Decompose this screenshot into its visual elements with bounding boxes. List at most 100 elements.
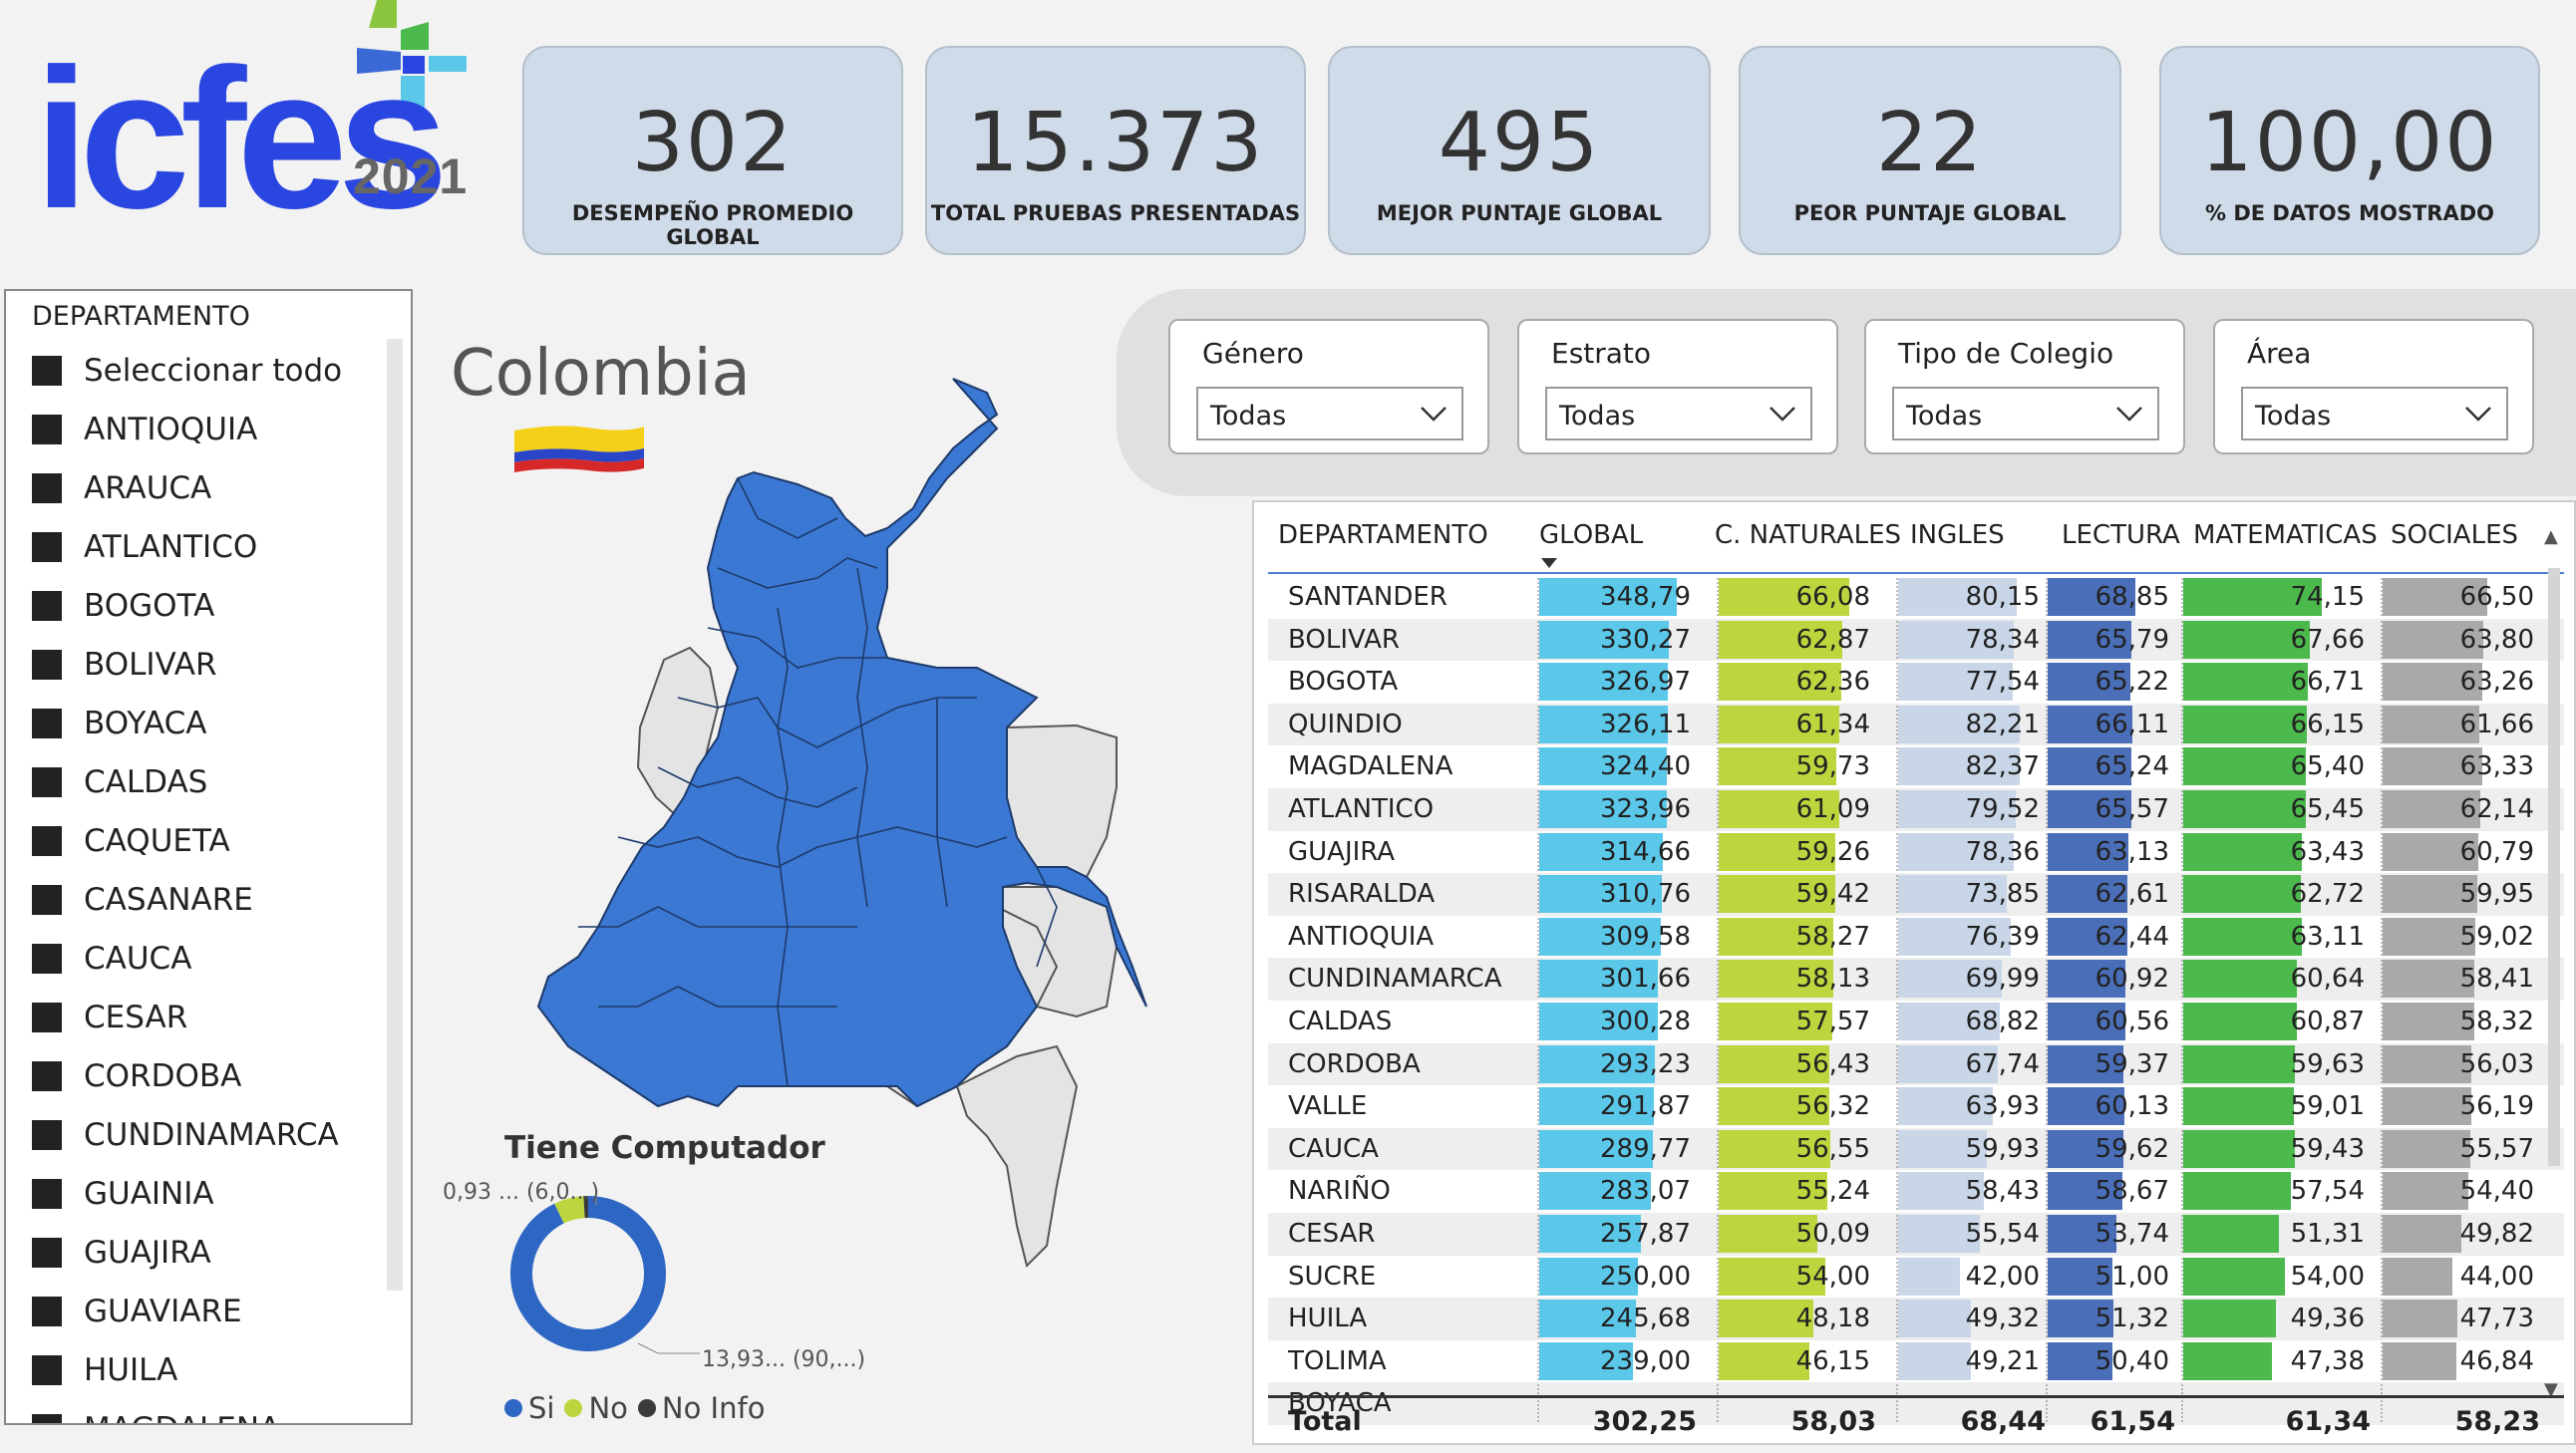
column-header-global[interactable]: GLOBAL [1539,520,1644,550]
checkbox-icon[interactable] [32,1002,62,1032]
table-row[interactable]: SANTANDER 348,79 66,08 80,15 68,85 74,15 66,50 [1268,576,2564,619]
table-row[interactable]: SUCRE 250,00 54,00 42,00 51,00 54,00 44,00 [1268,1256,2564,1299]
table-row[interactable]: RISARALDA 310,76 59,42 73,85 62,61 62,72 59,95 [1268,873,2564,916]
legend-item[interactable]: Si [504,1391,554,1425]
table-row[interactable]: ATLANTICO 323,96 61,09 79,52 65,57 65,45 62,14 [1268,787,2564,831]
checkbox-icon[interactable] [32,884,62,915]
table-row[interactable]: CORDOBA 293,23 56,43 67,74 59,37 59,63 56,03 [1268,1042,2564,1086]
checkbox-icon[interactable] [32,766,62,797]
checkbox-icon[interactable] [32,414,62,444]
slicer-item[interactable]: HUILA [32,1340,342,1399]
donut-slice-no[interactable] [554,1196,585,1224]
computer-donut-chart[interactable] [439,1176,738,1375]
cell-matematicas: 63,11 [2181,917,2371,956]
column-header-ingles[interactable]: INGLES [1910,520,2005,550]
column-header-departamento[interactable]: DEPARTAMENTO [1278,520,1488,550]
filter-estrato[interactable]: Estrato Todas [1517,319,1838,454]
slicer-scrollbar[interactable] [387,339,403,1291]
cell-sociales: 58,32 [2381,1002,2540,1040]
table-row[interactable]: NARIÑO 283,07 55,24 58,43 58,67 57,54 54,40 [1268,1170,2564,1213]
checkbox-icon[interactable] [32,1296,62,1326]
table-row[interactable]: ANTIOQUIA 309,58 58,27 76,39 62,44 63,11 59,02 [1268,916,2564,959]
genero-dropdown[interactable]: Todas [1196,387,1463,440]
column-header-lectura[interactable]: LECTURA [2062,520,2180,550]
column-header-matematicas[interactable]: MATEMATICAS [2193,520,2378,550]
slicer-item[interactable]: ARAUCA [32,458,342,517]
checkbox-icon[interactable] [32,708,62,738]
donut-slice-no-info[interactable] [583,1196,588,1219]
cell-value: 59,42 [1795,879,1870,910]
slicer-item[interactable]: CAQUETA [32,811,342,870]
checkbox-icon[interactable] [32,649,62,680]
filter-tipo-colegio[interactable]: Tipo de Colegio Todas [1864,319,2185,454]
table-row[interactable]: QUINDIO 326,11 61,34 82,21 66,11 66,15 61,66 [1268,703,2564,746]
cell-lectura: 63,13 [2046,832,2175,871]
table-row[interactable]: BOLIVAR 330,27 62,87 78,34 65,79 67,66 63,80 [1268,618,2564,662]
scroll-up-icon[interactable]: ▲ [2544,526,2558,547]
column-header-c-naturales[interactable]: C. NATURALES [1715,520,1902,550]
cell-value: 58,13 [1795,964,1870,995]
cell-ingles: 69,99 [1896,960,2046,999]
slicer-item[interactable]: BOLIVAR [32,635,342,694]
table-row[interactable]: CUNDINAMARCA 301,66 58,13 69,99 60,92 60,64 58… [1268,958,2564,1001]
table-row[interactable]: HUILA 245,68 48,18 49,32 51,32 49,36 47,73 [1268,1298,2564,1340]
slicer-item[interactable]: GUAJIRA [32,1223,342,1282]
slicer-item[interactable]: GUAINIA [32,1164,342,1223]
table-row[interactable]: CAUCA 289,77 56,55 59,93 59,62 59,43 55,57 [1268,1127,2564,1171]
slicer-item[interactable]: ATLANTICO [32,517,342,576]
checkbox-icon[interactable] [32,1237,62,1268]
checkbox-icon[interactable] [32,1413,62,1423]
checkbox-icon[interactable] [32,1060,62,1091]
data-bar [2048,1129,2124,1168]
cell-value: 49,32 [1965,1304,2040,1334]
slicer-item[interactable]: Seleccionar todo [32,341,342,400]
table-row[interactable]: BOYACA [1268,1382,2564,1425]
scroll-down-icon[interactable]: ▼ [2544,1379,2558,1400]
donut-slice-si[interactable] [510,1196,666,1351]
slicer-item[interactable]: ANTIOQUIA [32,400,342,458]
data-bar [2183,1087,2294,1126]
cell-sociales: 60,79 [2381,832,2540,871]
colombia-map[interactable] [419,369,1266,1306]
estrato-dropdown[interactable]: Todas [1545,387,1812,440]
area-dropdown[interactable]: Todas [2241,387,2508,440]
table-row[interactable]: BOGOTA 326,97 62,36 77,54 65,22 66,71 63,26 [1268,661,2564,704]
slicer-item[interactable]: CUNDINAMARCA [32,1105,342,1164]
slicer-item[interactable]: BOGOTA [32,576,342,635]
slicer-item[interactable]: BOYACA [32,694,342,752]
table-row[interactable]: TOLIMA 239,00 46,15 49,21 50,40 47,38 46,84 [1268,1340,2564,1383]
checkbox-icon[interactable] [32,1178,62,1209]
slicer-item[interactable]: CORDOBA [32,1046,342,1105]
slicer-item-label: BOLIVAR [84,646,217,683]
tipo-colegio-dropdown[interactable]: Todas [1892,387,2159,440]
legend-item[interactable]: No [564,1391,628,1425]
legend-item[interactable]: No Info [637,1391,765,1425]
table-row[interactable]: CALDAS 300,28 57,57 68,82 60,56 60,87 58,32 [1268,1001,2564,1043]
table-scrollbar[interactable] [2548,568,2560,1166]
checkbox-icon[interactable] [32,1354,62,1385]
checkbox-icon[interactable] [32,1119,62,1150]
checkbox-icon[interactable] [32,355,62,386]
checkbox-icon[interactable] [32,825,62,856]
slicer-item[interactable]: MAGDALENA [32,1399,342,1423]
table-row[interactable]: MAGDALENA 324,40 59,73 82,37 65,24 65,40 63,33 [1268,745,2564,788]
checkbox-icon[interactable] [32,943,62,974]
table-row[interactable]: VALLE 291,87 56,32 63,93 60,13 59,01 56,19 [1268,1085,2564,1128]
checkbox-icon[interactable] [32,531,62,562]
column-header-sociales[interactable]: SOCIALES [2391,520,2518,550]
filter-genero[interactable]: Género Todas [1168,319,1489,454]
slicer-item[interactable]: CASANARE [32,870,342,929]
slicer-item[interactable]: CAUCA [32,929,342,988]
cell-value: 56,19 [2459,1091,2534,1122]
table-row[interactable]: CESAR 257,87 50,09 55,54 53,74 51,31 49,82 [1268,1212,2564,1256]
checkbox-icon[interactable] [32,590,62,621]
cell-global: 239,00 [1537,1341,1697,1380]
checkbox-icon[interactable] [32,472,62,503]
cell-value: 67,74 [1965,1048,2040,1079]
donut-label-no: 0,93 ... (6,0...) [443,1180,600,1205]
slicer-item[interactable]: CALDAS [32,752,342,811]
table-row[interactable]: GUAJIRA 314,66 59,26 78,36 63,13 63,43 60,79 [1268,831,2564,874]
filter-area[interactable]: Área Todas [2213,319,2534,454]
slicer-item[interactable]: CESAR [32,988,342,1046]
slicer-item[interactable]: GUAVIARE [32,1282,342,1340]
